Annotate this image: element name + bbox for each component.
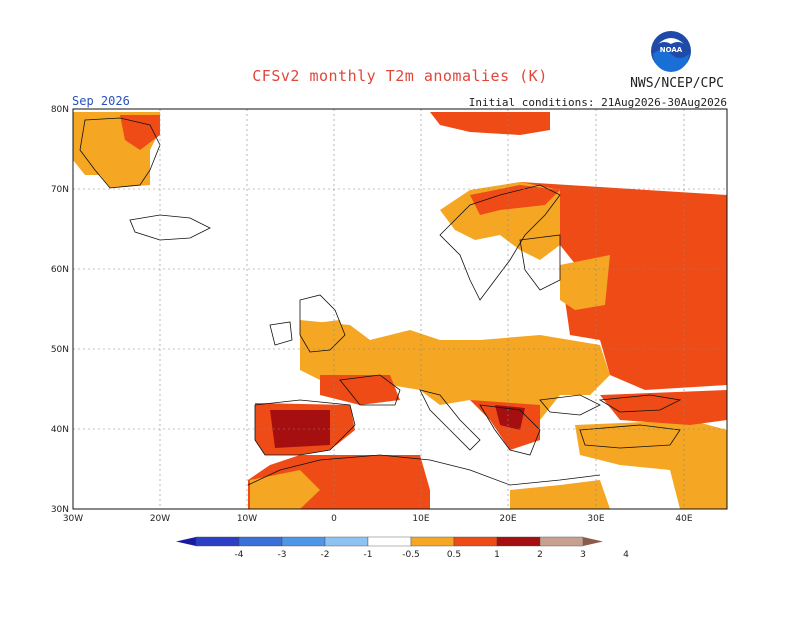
latitude-labels: 80N 70N 60N 50N 40N 30N [51, 105, 69, 515]
coastlines [79, 117, 682, 486]
russia-orange-1 [560, 255, 610, 310]
colorbar-segment [195, 536, 240, 547]
lon-label: 10W [237, 514, 257, 524]
lat-label: 80N [51, 105, 69, 115]
lon-label: 0 [331, 514, 337, 524]
greenland-strong [120, 115, 160, 150]
svg-text:NOAA: NOAA [660, 46, 683, 54]
caucasus-anomaly [600, 390, 727, 425]
forecast-month: Sep 2026 [72, 94, 130, 108]
map-title: CFSv2 monthly T2m anomalies (K) [252, 67, 548, 85]
initial-conditions: Initial conditions: 21Aug2026-30Aug2026 [468, 96, 727, 109]
lat-label: 30N [51, 505, 69, 515]
lat-label: 40N [51, 425, 69, 435]
lat-label: 60N [51, 265, 69, 275]
central-europe-anomaly [300, 320, 610, 420]
colorbar-arrow-high [583, 537, 603, 546]
colorbar-label: -4 [235, 550, 244, 560]
colorbar-segment [539, 536, 584, 547]
colorbar-label: -3 [278, 550, 287, 560]
lat-label: 50N [51, 345, 69, 355]
turkey-anomaly [575, 420, 727, 509]
colorbar: -4 -3 -2 -1 -0.5 0.5 1 2 3 4 [176, 536, 629, 560]
colorbar-label: 1 [494, 550, 500, 560]
lat-label: 70N [51, 185, 69, 195]
colorbar-arrow-low [176, 537, 196, 546]
colorbar-label: -0.5 [402, 550, 420, 560]
lon-label: 20W [150, 514, 170, 524]
svalbard-anomaly [430, 112, 550, 135]
north-africa-orange [250, 470, 320, 509]
colorbar-label: -2 [321, 550, 330, 560]
colorbar-segment [496, 536, 541, 547]
agency-label: NWS/NCEP/CPC [630, 76, 724, 91]
graticule [73, 109, 727, 509]
lon-label: 30W [63, 514, 83, 524]
noaa-logo: NOAA [651, 31, 691, 72]
colorbar-label: 0.5 [447, 550, 461, 560]
longitude-labels: 30W 20W 10W 0 10E 20E 30E 40E [63, 514, 693, 524]
colorbar-segment [367, 536, 412, 547]
balkans-strong [495, 405, 525, 430]
colorbar-label: 3 [580, 550, 586, 560]
colorbar-segment [324, 536, 369, 547]
colorbar-label: 2 [537, 550, 543, 560]
colorbar-segment [453, 536, 498, 547]
map-frame [72, 108, 728, 510]
norway-coast-strong [470, 185, 560, 215]
uk-anomaly [300, 320, 345, 350]
colorbar-label: -1 [364, 550, 373, 560]
colorbar-segment [281, 536, 326, 547]
lon-label: 20E [499, 514, 516, 524]
lon-label: 10E [412, 514, 429, 524]
colorbar-segment [410, 536, 455, 547]
anomaly-fields [73, 112, 727, 509]
lon-label: 30E [587, 514, 604, 524]
france-anomaly [320, 375, 400, 405]
russia-anomaly [520, 182, 727, 390]
libya-anomaly [510, 480, 610, 509]
lon-label: 40E [675, 514, 692, 524]
colorbar-segment [238, 536, 283, 547]
colorbar-label: 4 [623, 550, 629, 560]
